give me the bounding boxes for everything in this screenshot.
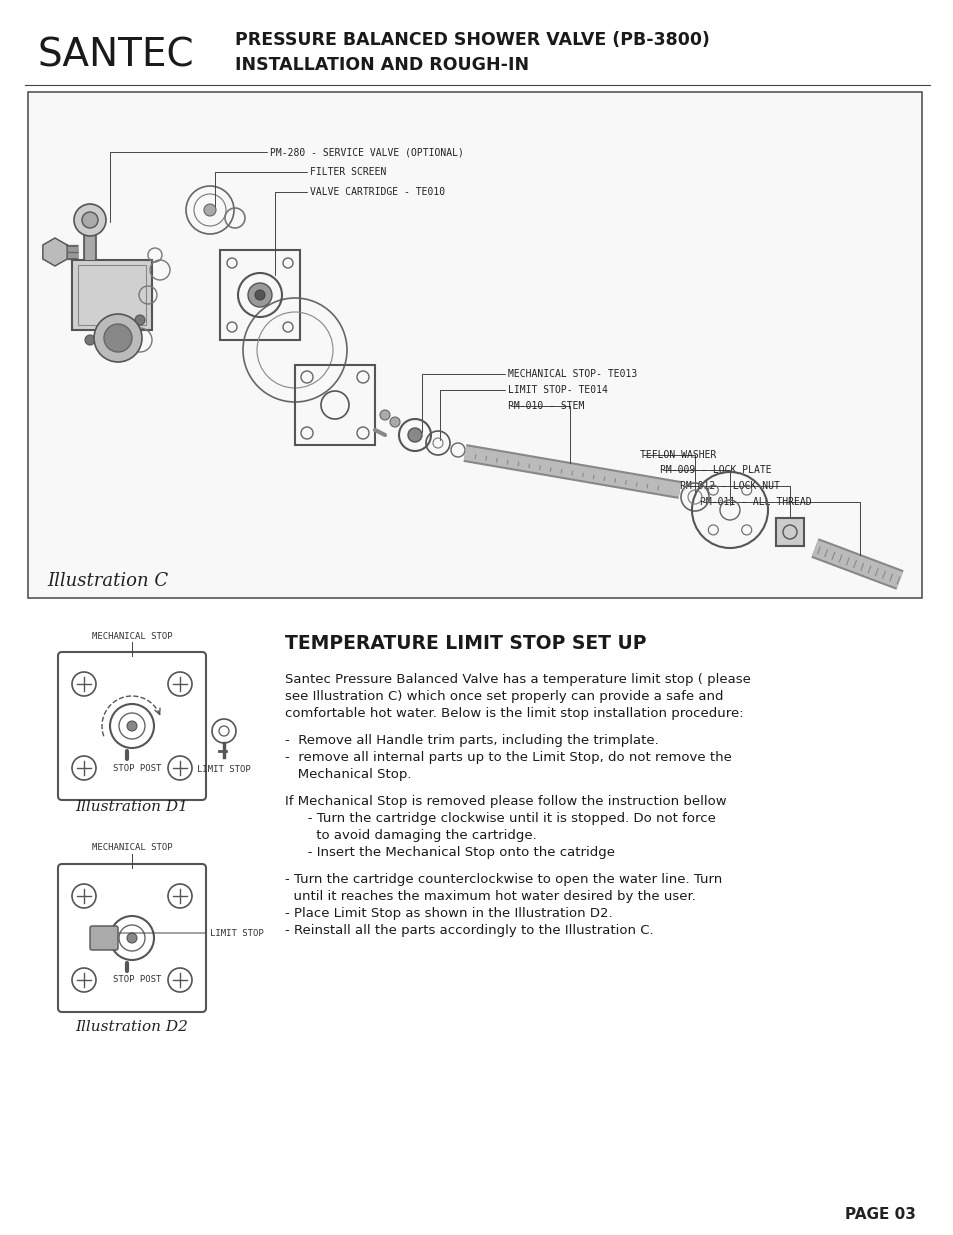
- Circle shape: [390, 417, 399, 427]
- Circle shape: [135, 315, 145, 325]
- Text: -  remove all internal parts up to the Limit Stop, do not remove the: - remove all internal parts up to the Li…: [285, 751, 731, 764]
- Bar: [220, 249, 299, 340]
- Circle shape: [127, 721, 137, 731]
- Text: VALVE CARTRIDGE - TE010: VALVE CARTRIDGE - TE010: [310, 186, 445, 198]
- Text: STOP POST: STOP POST: [112, 976, 161, 984]
- Text: If Mechanical Stop is removed please follow the instruction bellow: If Mechanical Stop is removed please fol…: [285, 795, 726, 808]
- Circle shape: [204, 204, 215, 216]
- Text: PRESSURE BALANCED SHOWER VALVE (PB-3800): PRESSURE BALANCED SHOWER VALVE (PB-3800): [234, 31, 709, 49]
- FancyBboxPatch shape: [775, 517, 803, 546]
- Circle shape: [74, 204, 106, 236]
- Text: see Illustration C) which once set properly can provide a safe and: see Illustration C) which once set prope…: [285, 690, 722, 703]
- Circle shape: [408, 429, 421, 442]
- Text: INSTALLATION AND ROUGH-IN: INSTALLATION AND ROUGH-IN: [234, 56, 529, 74]
- Polygon shape: [43, 238, 67, 266]
- Text: PM-011 - ALL THREAD: PM-011 - ALL THREAD: [700, 496, 811, 508]
- Circle shape: [127, 932, 137, 944]
- Circle shape: [85, 335, 95, 345]
- Text: MECHANICAL STOP- TE013: MECHANICAL STOP- TE013: [507, 369, 637, 379]
- Circle shape: [254, 290, 265, 300]
- Bar: [294, 366, 375, 445]
- Text: PM-012 - LOCK NUT: PM-012 - LOCK NUT: [679, 480, 779, 492]
- FancyBboxPatch shape: [71, 261, 152, 330]
- Text: PM-009 - LOCK PLATE: PM-009 - LOCK PLATE: [659, 466, 771, 475]
- Text: TEMPERATURE LIMIT STOP SET UP: TEMPERATURE LIMIT STOP SET UP: [285, 634, 646, 652]
- Text: - Turn the cartridge counterclockwise to open the water line. Turn: - Turn the cartridge counterclockwise to…: [285, 873, 721, 885]
- Circle shape: [82, 212, 98, 228]
- Text: - Reinstall all the parts accordingly to the Illustration C.: - Reinstall all the parts accordingly to…: [285, 924, 653, 937]
- FancyBboxPatch shape: [90, 926, 118, 950]
- Text: PAGE 03: PAGE 03: [843, 1208, 915, 1223]
- Text: Illustration C: Illustration C: [47, 572, 168, 590]
- Text: Santec Pressure Balanced Valve has a temperature limit stop ( please: Santec Pressure Balanced Valve has a tem…: [285, 673, 750, 685]
- Text: STOP POST: STOP POST: [112, 763, 161, 773]
- Text: - Place Limit Stop as shown in the Illustration D2.: - Place Limit Stop as shown in the Illus…: [285, 906, 612, 920]
- Text: LIMIT STOP- TE014: LIMIT STOP- TE014: [507, 385, 607, 395]
- Text: - Insert the Mechanical Stop onto the catridge: - Insert the Mechanical Stop onto the ca…: [294, 846, 615, 860]
- Text: FILTER SCREEN: FILTER SCREEN: [310, 167, 386, 177]
- Text: PM-010 - STEM: PM-010 - STEM: [507, 401, 584, 411]
- Text: - Turn the cartridge clockwise until it is stopped. Do not force: - Turn the cartridge clockwise until it …: [294, 811, 715, 825]
- Circle shape: [379, 410, 390, 420]
- Text: Illustration D1: Illustration D1: [75, 800, 189, 814]
- Circle shape: [248, 283, 272, 308]
- Text: until it reaches the maximum hot water desired by the user.: until it reaches the maximum hot water d…: [285, 890, 695, 903]
- Text: comfortable hot water. Below is the limit stop installation procedure:: comfortable hot water. Below is the limi…: [285, 706, 742, 720]
- Text: MECHANICAL STOP: MECHANICAL STOP: [91, 631, 172, 641]
- Text: LIMIT STOP: LIMIT STOP: [197, 764, 251, 773]
- Text: -  Remove all Handle trim parts, including the trimplate.: - Remove all Handle trim parts, includin…: [285, 734, 659, 747]
- Text: to avoid damaging the cartridge.: to avoid damaging the cartridge.: [294, 829, 537, 842]
- Text: PM-280 - SERVICE VALVE (OPTIONAL): PM-280 - SERVICE VALVE (OPTIONAL): [270, 147, 463, 157]
- Text: Mechanical Stop.: Mechanical Stop.: [285, 768, 411, 781]
- Text: Illustration D2: Illustration D2: [75, 1020, 189, 1034]
- Circle shape: [94, 314, 142, 362]
- Bar: [28, 91, 921, 598]
- Text: TEFLON WASHER: TEFLON WASHER: [639, 450, 716, 459]
- Text: MECHANICAL STOP: MECHANICAL STOP: [91, 844, 172, 852]
- Circle shape: [104, 324, 132, 352]
- Text: SANTEC: SANTEC: [38, 36, 194, 74]
- Text: LIMIT STOP: LIMIT STOP: [210, 929, 263, 937]
